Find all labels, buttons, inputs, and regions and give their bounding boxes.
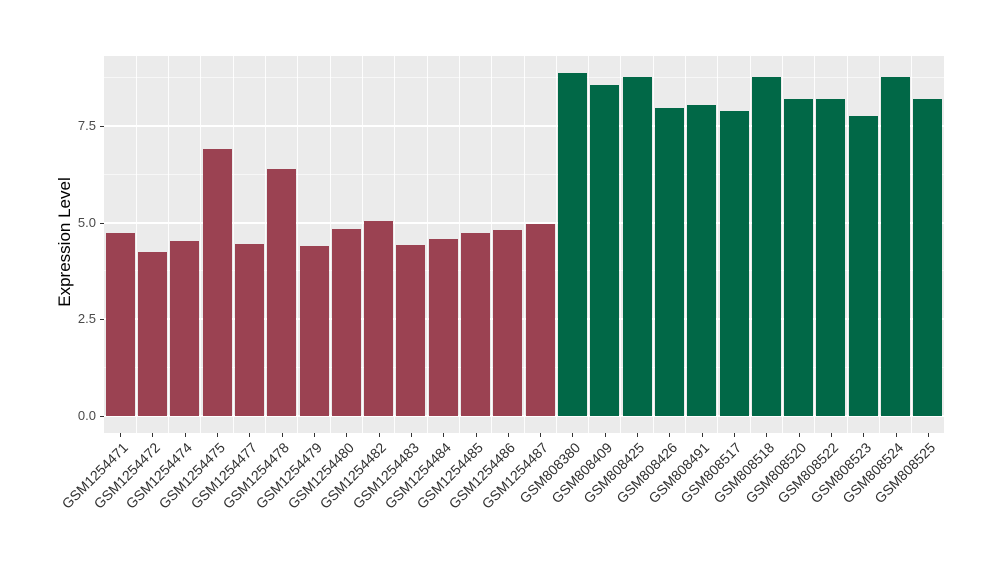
vertical-gridline bbox=[781, 56, 783, 433]
bar-GSM1254478 bbox=[267, 169, 297, 416]
x-tick-mark bbox=[863, 433, 865, 437]
bar-GSM1254480 bbox=[331, 228, 361, 416]
x-tick-mark bbox=[895, 433, 897, 437]
bar-GSM808517 bbox=[719, 111, 749, 416]
y-tick-mark bbox=[100, 416, 104, 417]
vertical-gridline bbox=[232, 56, 234, 433]
x-tick-mark bbox=[152, 433, 154, 437]
bar-GSM1254484 bbox=[428, 239, 458, 416]
x-tick-mark bbox=[314, 433, 315, 437]
x-tick-mark bbox=[217, 433, 219, 437]
vertical-gridline bbox=[749, 56, 751, 433]
bar-GSM1254472 bbox=[137, 251, 167, 416]
bar-GSM808425 bbox=[622, 76, 652, 416]
y-tick-mark bbox=[100, 222, 104, 224]
y-tick-label: 7.5 bbox=[77, 117, 96, 133]
bar-GSM1254486 bbox=[493, 230, 523, 416]
x-tick-mark bbox=[378, 433, 380, 437]
x-tick-mark bbox=[184, 433, 186, 437]
x-tick-mark bbox=[281, 433, 283, 437]
bar-GSM808523 bbox=[848, 116, 878, 416]
bar-GSM1254483 bbox=[396, 244, 426, 416]
y-tick-label: 2.5 bbox=[77, 311, 96, 327]
bar-GSM1254482 bbox=[364, 220, 394, 416]
vertical-gridline bbox=[685, 56, 687, 433]
vertical-gridline bbox=[168, 56, 170, 433]
vertical-gridline bbox=[523, 56, 525, 433]
vertical-gridline bbox=[652, 56, 654, 433]
x-tick-mark bbox=[798, 433, 800, 437]
x-tick-mark bbox=[572, 433, 574, 437]
vertical-gridline bbox=[458, 56, 460, 433]
bar-GSM808524 bbox=[881, 76, 911, 416]
x-tick-mark bbox=[507, 433, 509, 437]
bar-GSM808522 bbox=[816, 99, 846, 416]
x-tick-mark bbox=[766, 433, 768, 437]
x-tick-mark bbox=[443, 433, 445, 437]
x-tick-mark bbox=[120, 433, 122, 437]
vertical-gridline bbox=[717, 56, 719, 433]
x-tick-mark bbox=[475, 433, 477, 437]
vertical-gridline bbox=[394, 56, 396, 433]
vertical-gridline bbox=[846, 56, 848, 433]
x-tick-mark bbox=[249, 433, 251, 437]
bar-GSM1254485 bbox=[461, 232, 491, 416]
vertical-gridline bbox=[361, 56, 363, 433]
bar-GSM1254471 bbox=[105, 232, 135, 416]
bar-GSM808525 bbox=[913, 98, 943, 416]
x-tick-mark bbox=[410, 433, 412, 437]
bar-GSM1254487 bbox=[525, 223, 555, 416]
bar-GSM1254474 bbox=[170, 240, 200, 416]
vertical-gridline bbox=[135, 56, 137, 433]
x-tick-mark bbox=[540, 433, 542, 437]
bar-GSM808518 bbox=[751, 77, 781, 416]
x-tick-mark bbox=[701, 433, 703, 437]
vertical-gridline bbox=[265, 56, 267, 433]
vertical-gridline bbox=[911, 56, 913, 433]
x-tick-mark bbox=[604, 433, 606, 437]
vertical-gridline bbox=[426, 56, 428, 433]
y-tick-mark bbox=[100, 319, 104, 321]
vertical-gridline bbox=[555, 56, 557, 433]
vertical-gridline bbox=[329, 56, 331, 433]
vertical-gridline bbox=[878, 56, 880, 433]
bar-GSM808491 bbox=[687, 105, 717, 416]
y-axis-title: Expression Level bbox=[55, 177, 74, 307]
vertical-gridline bbox=[491, 56, 493, 433]
bar-GSM808520 bbox=[784, 99, 814, 416]
bar-GSM808426 bbox=[654, 107, 684, 416]
x-tick-mark bbox=[346, 433, 348, 437]
bar-GSM808380 bbox=[557, 73, 587, 416]
x-tick-mark bbox=[637, 433, 639, 437]
x-tick-mark bbox=[927, 433, 929, 437]
bar-GSM1254479 bbox=[299, 246, 329, 416]
y-tick-label: 5.0 bbox=[77, 214, 96, 230]
bar-GSM808409 bbox=[590, 84, 620, 416]
x-tick-mark bbox=[830, 433, 832, 437]
y-tick-label: 0.0 bbox=[77, 408, 96, 423]
vertical-gridline bbox=[297, 56, 299, 433]
bar-GSM1254477 bbox=[234, 244, 264, 416]
vertical-gridline bbox=[620, 56, 622, 433]
vertical-gridline bbox=[200, 56, 202, 433]
vertical-gridline bbox=[588, 56, 590, 433]
vertical-gridline bbox=[814, 56, 816, 433]
bar-GSM1254475 bbox=[202, 149, 232, 416]
y-tick-mark bbox=[100, 125, 104, 127]
x-tick-mark bbox=[669, 433, 671, 437]
x-tick-mark bbox=[734, 433, 735, 437]
plot-panel bbox=[104, 56, 944, 433]
